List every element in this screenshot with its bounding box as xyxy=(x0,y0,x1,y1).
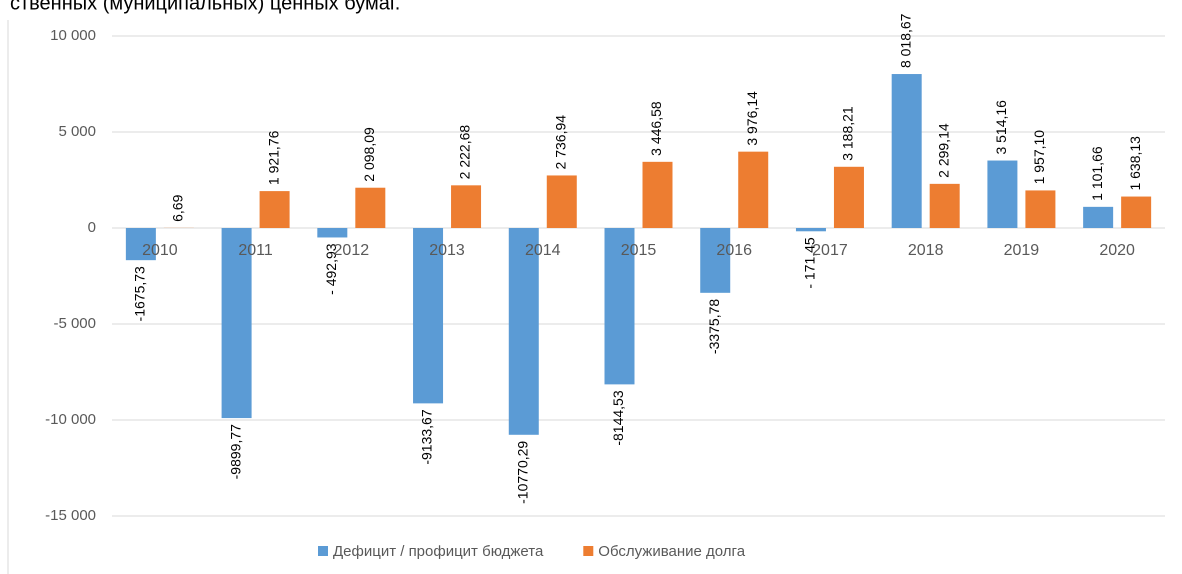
bar xyxy=(546,175,577,228)
data-label: 2 736,94 xyxy=(552,115,568,170)
bar xyxy=(1083,206,1114,228)
data-label: -9899,77 xyxy=(227,424,243,479)
bar xyxy=(413,228,444,404)
bar xyxy=(125,228,156,261)
data-label: 6,69 xyxy=(170,194,186,221)
y-tick-label: -5 000 xyxy=(53,315,96,332)
bar xyxy=(795,228,826,232)
data-label: -1675,73 xyxy=(132,266,148,321)
x-tick-label: 2020 xyxy=(1099,242,1135,259)
x-tick-label: 2015 xyxy=(621,242,657,259)
y-tick-label: 0 xyxy=(88,219,96,236)
y-tick-label: 5 000 xyxy=(58,123,96,140)
x-tick-label: 2016 xyxy=(716,242,752,259)
legend-label: Обслуживание долга xyxy=(598,543,745,560)
data-label: 3 976,14 xyxy=(744,91,760,146)
data-label: - 492,93 xyxy=(323,243,339,295)
data-label: - 171,45 xyxy=(802,237,818,289)
x-tick-label: 2017 xyxy=(812,242,848,259)
data-label: -10770,29 xyxy=(514,441,530,504)
bar xyxy=(221,228,252,419)
x-tick-label: 2013 xyxy=(429,242,465,259)
bar xyxy=(604,228,635,385)
bar xyxy=(1121,196,1152,228)
data-label: -8144,53 xyxy=(610,390,626,445)
y-tick-label: -10 000 xyxy=(45,411,96,428)
bar xyxy=(317,228,348,238)
x-tick-label: 2012 xyxy=(334,242,370,259)
x-tick-label: 2018 xyxy=(908,242,944,259)
data-label: 1 957,10 xyxy=(1031,130,1047,185)
bar xyxy=(1025,190,1056,228)
data-label: 3 514,16 xyxy=(993,100,1009,155)
data-label: -9133,67 xyxy=(419,409,435,464)
legend-label: Дефицит / профицит бюджета xyxy=(333,543,544,560)
bar xyxy=(259,191,290,228)
bar xyxy=(642,161,673,228)
data-label: 3 446,58 xyxy=(648,101,664,156)
bar xyxy=(508,228,539,435)
data-label: 1 638,13 xyxy=(1127,136,1143,191)
data-label: -3375,78 xyxy=(706,299,722,354)
bar xyxy=(929,183,960,228)
x-tick-label: 2014 xyxy=(525,242,561,259)
bar xyxy=(833,166,864,228)
data-label: 2 098,09 xyxy=(361,127,377,182)
legend-swatch xyxy=(318,546,328,556)
caption: ственных (муниципальных) ценных бумаг. xyxy=(10,0,400,14)
data-label: 2 299,14 xyxy=(935,123,951,178)
y-tick-label: -15 000 xyxy=(45,507,96,524)
data-label: 3 188,21 xyxy=(840,106,856,161)
bar xyxy=(355,187,386,228)
x-tick-label: 2010 xyxy=(142,242,178,259)
y-tick-label: 10 000 xyxy=(50,27,96,44)
bar xyxy=(700,228,731,293)
data-label: 1 921,76 xyxy=(265,130,281,185)
bar xyxy=(738,151,769,228)
bar xyxy=(987,160,1018,228)
data-label: 1 101,66 xyxy=(1089,146,1105,201)
data-label: 8 018,67 xyxy=(897,13,913,68)
x-tick-label: 2019 xyxy=(1004,242,1040,259)
bar xyxy=(451,185,482,228)
x-tick-label: 2011 xyxy=(238,242,273,259)
data-label: 2 222,68 xyxy=(457,125,473,180)
legend-swatch xyxy=(583,546,594,556)
bar xyxy=(891,74,922,228)
